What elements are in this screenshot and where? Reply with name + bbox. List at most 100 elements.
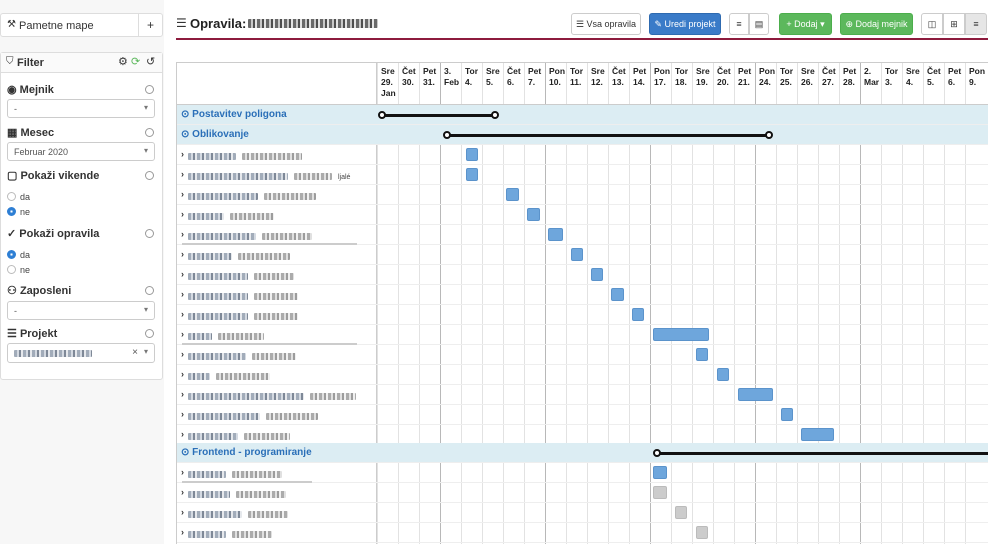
add-map-button[interactable]: + — [138, 14, 162, 36]
add-button[interactable]: + Dodaj ▾ — [779, 13, 832, 35]
gantt-task-row[interactable]: › — [177, 463, 988, 483]
view-columns-button[interactable]: ◫ — [921, 13, 943, 35]
gantt-task-row[interactable]: › — [177, 245, 988, 265]
chevron-right-icon[interactable]: › — [181, 329, 184, 339]
chevron-right-icon[interactable]: › — [181, 389, 184, 399]
gantt-task-row[interactable]: › — [177, 325, 988, 345]
gantt-task-row[interactable]: › ljalé — [177, 165, 988, 185]
task-bar[interactable] — [738, 388, 773, 401]
label-scrollbar[interactable] — [182, 481, 312, 483]
gantt-group-row[interactable]: ⊙ Frontend - programiranje — [177, 443, 988, 463]
gantt-task-row[interactable]: › — [177, 185, 988, 205]
milestone-start-dot[interactable] — [653, 449, 661, 457]
settings-icon[interactable]: ⚙ — [118, 56, 128, 68]
smart-maps-panel[interactable]: ⚒ Pametne mape + — [0, 13, 163, 37]
group-label[interactable]: ⊙ Frontend - programiranje — [181, 447, 312, 458]
clear-icon[interactable]: × — [132, 347, 138, 358]
gantt-task-row[interactable]: › — [177, 205, 988, 225]
weekends-radio[interactable] — [145, 171, 154, 180]
document-button[interactable]: ▤ — [749, 13, 769, 35]
gantt-task-row[interactable]: › — [177, 345, 988, 365]
milestone-start-dot[interactable] — [378, 111, 386, 119]
task-bar[interactable] — [571, 248, 583, 261]
milestone-select[interactable]: - ▾ — [7, 99, 155, 118]
gantt-task-row[interactable]: › — [177, 285, 988, 305]
gantt-group-row[interactable]: ⊙ Oblikovanje — [177, 125, 988, 145]
task-bar[interactable] — [675, 506, 687, 519]
task-bar[interactable] — [653, 466, 667, 479]
milestone-radio[interactable] — [145, 85, 154, 94]
chevron-right-icon[interactable]: › — [181, 289, 184, 299]
chevron-right-icon[interactable]: › — [181, 249, 184, 259]
gantt-task-row[interactable]: › — [177, 483, 988, 503]
chevron-right-icon[interactable]: › — [181, 189, 184, 199]
tasks-radio[interactable] — [145, 229, 154, 238]
milestone-line[interactable] — [657, 452, 988, 455]
chevron-right-icon[interactable]: › — [181, 409, 184, 419]
view-grid-button[interactable]: ⊞ — [943, 13, 965, 35]
chevron-right-icon[interactable]: › — [181, 269, 184, 279]
task-bar[interactable] — [527, 208, 540, 221]
align-left-button[interactable]: ≡ — [729, 13, 749, 35]
gantt-task-row[interactable]: › — [177, 145, 988, 165]
chevron-right-icon[interactable]: › — [181, 369, 184, 379]
project-radio[interactable] — [145, 329, 154, 338]
gantt-task-row[interactable]: › — [177, 225, 988, 245]
chevron-right-icon[interactable]: › — [181, 527, 184, 537]
task-bar[interactable] — [466, 168, 478, 181]
gantt-task-row[interactable]: › — [177, 305, 988, 325]
task-bar[interactable] — [653, 486, 667, 499]
task-bar[interactable] — [801, 428, 834, 441]
chevron-right-icon[interactable]: › — [181, 229, 184, 239]
view-gantt-button[interactable]: ≡ — [965, 13, 987, 35]
task-bar[interactable] — [591, 268, 603, 281]
milestone-line[interactable] — [447, 134, 769, 137]
gantt-task-row[interactable]: › — [177, 503, 988, 523]
task-bar[interactable] — [696, 526, 708, 539]
group-label[interactable]: ⊙ Postavitev poligona — [181, 109, 287, 120]
chevron-right-icon[interactable]: › — [181, 467, 184, 477]
gantt-task-row[interactable]: › — [177, 405, 988, 425]
chevron-right-icon[interactable]: › — [181, 309, 184, 319]
tasks-option-yes[interactable]: da — [7, 250, 30, 260]
all-tasks-button[interactable]: ☰ Vsa opravila — [571, 13, 641, 35]
label-scrollbar[interactable] — [182, 343, 357, 345]
label-scrollbar[interactable] — [182, 243, 357, 245]
task-bar[interactable] — [781, 408, 793, 421]
employees-radio[interactable] — [145, 286, 154, 295]
milestone-end-dot[interactable] — [491, 111, 499, 119]
tasks-option-no[interactable]: ne — [7, 265, 30, 275]
task-bar[interactable] — [466, 148, 478, 161]
chevron-right-icon[interactable]: › — [181, 487, 184, 497]
add-milestone-button[interactable]: ⊕ Dodaj mejnik — [840, 13, 913, 35]
chevron-right-icon[interactable]: › — [181, 429, 184, 439]
gantt-task-row[interactable]: › — [177, 365, 988, 385]
chevron-right-icon[interactable]: › — [181, 349, 184, 359]
task-bar[interactable] — [653, 328, 709, 341]
task-bar[interactable] — [611, 288, 624, 301]
gantt-task-row[interactable]: › — [177, 265, 988, 285]
employees-select[interactable]: - ▾ — [7, 301, 155, 320]
chevron-right-icon[interactable]: › — [181, 169, 184, 179]
chevron-right-icon[interactable]: › — [181, 149, 184, 159]
milestone-line[interactable] — [382, 114, 495, 117]
chevron-right-icon[interactable]: › — [181, 507, 184, 517]
group-label[interactable]: ⊙ Oblikovanje — [181, 129, 249, 140]
project-select[interactable]: × ▾ — [7, 343, 155, 363]
refresh-icon[interactable]: ⟳ — [131, 56, 141, 68]
chevron-right-icon[interactable]: › — [181, 209, 184, 219]
reset-icon[interactable]: ↺ — [146, 56, 156, 68]
milestone-end-dot[interactable] — [765, 131, 773, 139]
gantt-task-row[interactable]: › — [177, 523, 988, 543]
gantt-task-row[interactable]: › — [177, 425, 988, 445]
task-bar[interactable] — [696, 348, 708, 361]
task-bar[interactable] — [632, 308, 644, 321]
gantt-task-row[interactable]: › — [177, 385, 988, 405]
month-radio[interactable] — [145, 128, 154, 137]
month-select[interactable]: Februar 2020 ▾ — [7, 142, 155, 161]
weekends-option-no[interactable]: ne — [7, 207, 30, 217]
task-bar[interactable] — [717, 368, 729, 381]
gantt-group-row[interactable]: ⊙ Postavitev poligona — [177, 105, 988, 125]
milestone-start-dot[interactable] — [443, 131, 451, 139]
task-bar[interactable] — [506, 188, 519, 201]
